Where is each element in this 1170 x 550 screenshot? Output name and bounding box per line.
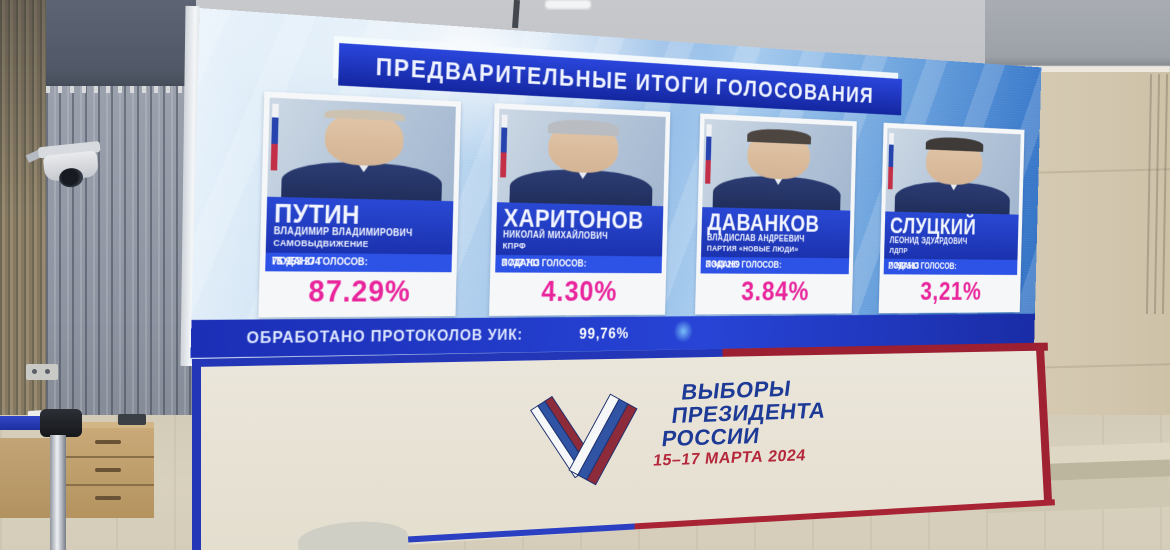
candidate-percent: 3,21% (919, 276, 982, 306)
candidate-surname: СЛУЦКИЙ (889, 213, 977, 240)
security-camera (25, 140, 106, 193)
gray-curtain (46, 86, 196, 434)
results-led-screen: ПРЕДВАРИТЕЛЬНЫЕ ИТОГИ ГОЛОСОВАНИЯ ПУТИН … (190, 8, 1042, 363)
left-ceiling-soffit (46, 0, 196, 86)
election-logo-text: ВЫБОРЫ ПРЕЗИДЕНТА РОССИИ 15–17 МАРТА 202… (652, 375, 830, 470)
candidate-card: ХАРИТОНОВ НИКОЛАЙ МИХАЙЛОВИЧ КПРФ ПОДАНО… (489, 103, 670, 316)
camera-lens-icon (58, 166, 85, 189)
candidate-party: ПАРТИЯ «НОВЫЕ ЛЮДИ» (706, 243, 799, 255)
flag-ribbon (704, 124, 712, 184)
drawer-handle (95, 440, 121, 444)
candidate-name-panel: ХАРИТОНОВ НИКОЛАЙ МИХАЙЛОВИЧ КПРФ (495, 202, 663, 257)
votes-value: 75 953 274 (271, 256, 321, 269)
candidate-card: ДАВАНКОВ ВЛАДИСЛАВ АНДРЕЕВИЧ ПАРТИЯ «НОВ… (694, 113, 857, 315)
drawer-handle (95, 496, 121, 500)
candidate-party: ЛДПР (889, 246, 908, 256)
candidate-surname: ХАРИТОНОВ (503, 204, 644, 235)
photo-silhouette-hair (925, 136, 984, 153)
votes-value: 2 792 513 (888, 261, 920, 272)
right-ceiling-soffit (985, 0, 1170, 66)
candidate-photo (497, 108, 666, 207)
processed-label: ОБРАБОТАНО ПРОТОКОЛОВ УИК: (246, 325, 524, 348)
candidate-percent: 4.30% (540, 274, 618, 308)
candidate-name-panel: СЛУЦКИЙ ЛЕОНИД ЭДУАРДОВИЧ ЛДПР (883, 211, 1019, 260)
candidate-photo (267, 97, 457, 202)
drawer-seam (62, 456, 154, 458)
candidate-party: КПРФ (502, 241, 526, 252)
candidate-name-panel: ДАВАНКОВ ВЛАДИСЛАВ АНДРЕЕВИЧ ПАРТИЯ «НОВ… (700, 207, 851, 259)
candidate-surname: ДАВАНКОВ (707, 209, 820, 237)
wall-outlet (26, 364, 58, 380)
drawer-handle (95, 468, 121, 472)
cove-light (985, 66, 1170, 74)
flag-ribbon (270, 103, 279, 171)
stanchion-belt (0, 416, 44, 430)
candidate-party: САМОВЫДВИЖЕНИЕ (273, 238, 369, 250)
votes-row: ПОДАНО ГОЛОСОВ: 3 737 703 (495, 254, 662, 274)
ceiling-light (545, 0, 591, 9)
candidate-photo (885, 127, 1021, 215)
candidate-percent: 3.84% (740, 275, 810, 307)
flag-ribbon (887, 132, 894, 190)
votes-value: 3 341 289 (705, 259, 740, 271)
checkmark-flag-icon (530, 393, 638, 486)
dark-device (118, 414, 146, 425)
photo-silhouette-hair (747, 127, 812, 145)
election-logo: ВЫБОРЫ ПРЕЗИДЕНТА РОССИИ 15–17 МАРТА 202… (526, 374, 870, 504)
candidate-card: ПУТИН ВЛАДИМИР ВЛАДИМИРОВИЧ САМОВЫДВИЖЕН… (258, 91, 462, 318)
candidate-cards-row: ПУТИН ВЛАДИМИР ВЛАДИМИРОВИЧ САМОВЫДВИЖЕН… (258, 91, 1025, 318)
candidate-surname: ПУТИН (273, 198, 361, 230)
podium-trim-left (192, 362, 201, 550)
votes-row: ПОДАНО ГОЛОСОВ: 2 792 513 (883, 258, 1018, 276)
stanchion-pole (50, 435, 66, 550)
logo-line: РОССИИ (660, 422, 762, 452)
candidate-photo (701, 118, 853, 211)
drawer-seam (62, 484, 154, 486)
votes-row: ПОДАНО ГОЛОСОВ: 3 341 289 (700, 256, 849, 275)
stanchion-belt-cassette (40, 409, 82, 437)
votes-value: 3 737 703 (501, 258, 540, 270)
candidate-name-panel: ПУТИН ВЛАДИМИР ВЛАДИМИРОВИЧ САМОВЫДВИЖЕН… (265, 196, 454, 255)
processed-value: 99,76% (579, 324, 630, 343)
candidate-card: СЛУЦКИЙ ЛЕОНИД ЭДУАРДОВИЧ ЛДПР ПОДАНО ГО… (878, 122, 1025, 314)
votes-row: ПОДАНО ГОЛОСОВ: 75 953 274 (265, 252, 453, 273)
candidate-percent: 87.29% (308, 273, 412, 309)
curtain-hooks (46, 86, 196, 93)
flag-ribbon (500, 114, 508, 178)
